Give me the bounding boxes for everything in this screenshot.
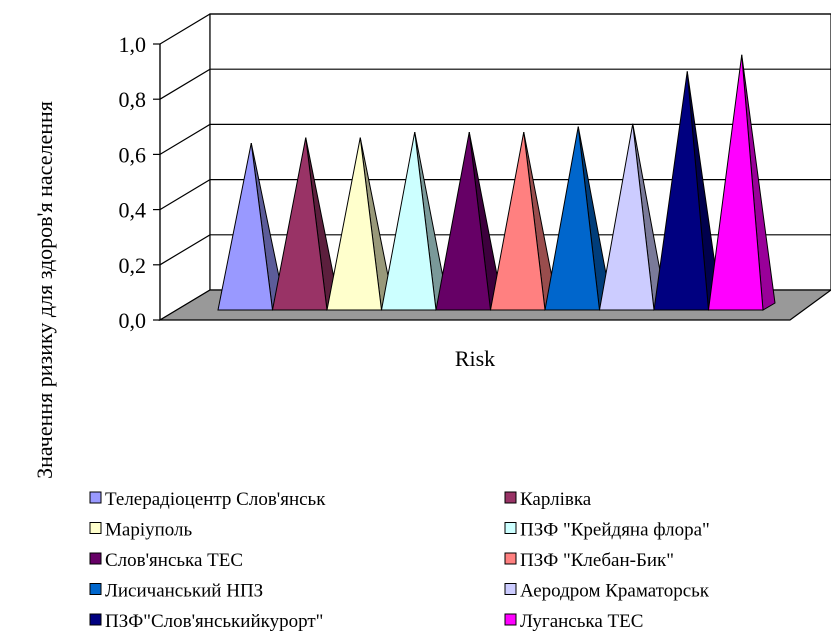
legend-swatch [89,552,102,565]
pyramid-mark [598,123,667,311]
legend-label: Телерадіоцентр Слов'янськ [105,489,326,510]
legend-label: Луганська ТЕС [520,611,643,632]
legend-swatch [504,491,517,504]
pyramid-front-face [653,71,710,311]
y-tick-label: 0,6 [119,142,147,167]
legend-label: ПЗФ "Клебан-Бик" [520,550,674,571]
legend-item: Маріуполь [89,520,193,541]
pyramid-mark [653,71,722,311]
legend-swatch [89,613,102,626]
pyramid-front-face [435,131,492,311]
legend-label: Аеродром Краматорськ [520,581,710,602]
legend-swatch [89,583,102,595]
legend-swatch [504,552,517,565]
legend: Телерадіоцентр Слов'янськ Карлівка Маріупо… [89,489,710,632]
pyramid-front-face [707,54,764,311]
legend-swatch [504,583,517,595]
legend-item: Слов'янська ТЕС [89,550,243,571]
legend-swatch [504,522,517,534]
y-tick-label: 0,8 [119,87,147,112]
legend-label: ПЗФ"Слов'янськийкурорт" [105,611,323,632]
legend-item: Аеродром Краматорськ [504,581,710,602]
side-wall [159,14,211,322]
y-tick-label: 0,2 [119,253,147,278]
legend-item: ПЗФ"Слов'янськийкурорт" [89,611,323,632]
y-axis-title: Значення ризику для здоров'я населення [32,101,57,479]
pyramid-front-face [380,131,437,311]
gridline [159,68,831,100]
legend-item: ПЗФ "Клебан-Бик" [504,550,674,571]
legend-label: ПЗФ "Крейдяна флора" [520,520,710,541]
x-axis-title: Risk [455,346,495,371]
pyramid-front-face [271,137,328,311]
legend-item: Телерадіоцентр Слов'янськ [89,489,326,510]
pyramid-front-face [326,137,383,311]
gridline [159,13,831,45]
pyramid-mark [326,137,395,311]
gridline [159,123,831,155]
pyramid-mark [707,54,776,311]
legend-label: Маріуполь [105,520,193,541]
pyramid-front-face [217,143,274,311]
pyramid-mark [489,131,558,311]
pyramid-front-face [544,126,601,311]
plot-area [217,54,776,311]
legend-swatch [89,491,102,504]
legend-item: Лисичанський НПЗ [89,581,263,602]
y-axis: 0,0 0,2 0,4 0,6 0,8 1,0 [119,32,161,333]
y-tick-label: 0,4 [119,198,147,223]
legend-label: Карлівка [520,489,592,510]
legend-swatch [89,522,102,534]
legend-swatch [504,613,517,626]
legend-item: Карлівка [504,489,592,510]
legend-label: Слов'янська ТЕС [105,550,243,571]
legend-item: Луганська ТЕС [504,611,643,632]
y-tick-label: 1,0 [119,32,147,57]
legend-label: Лисичанський НПЗ [105,581,263,602]
y-tick-label: 0,0 [119,308,147,333]
legend-item: ПЗФ "Крейдяна флора" [504,520,710,541]
pyramid-front-face [598,123,655,311]
pyramid-front-face [489,131,546,311]
